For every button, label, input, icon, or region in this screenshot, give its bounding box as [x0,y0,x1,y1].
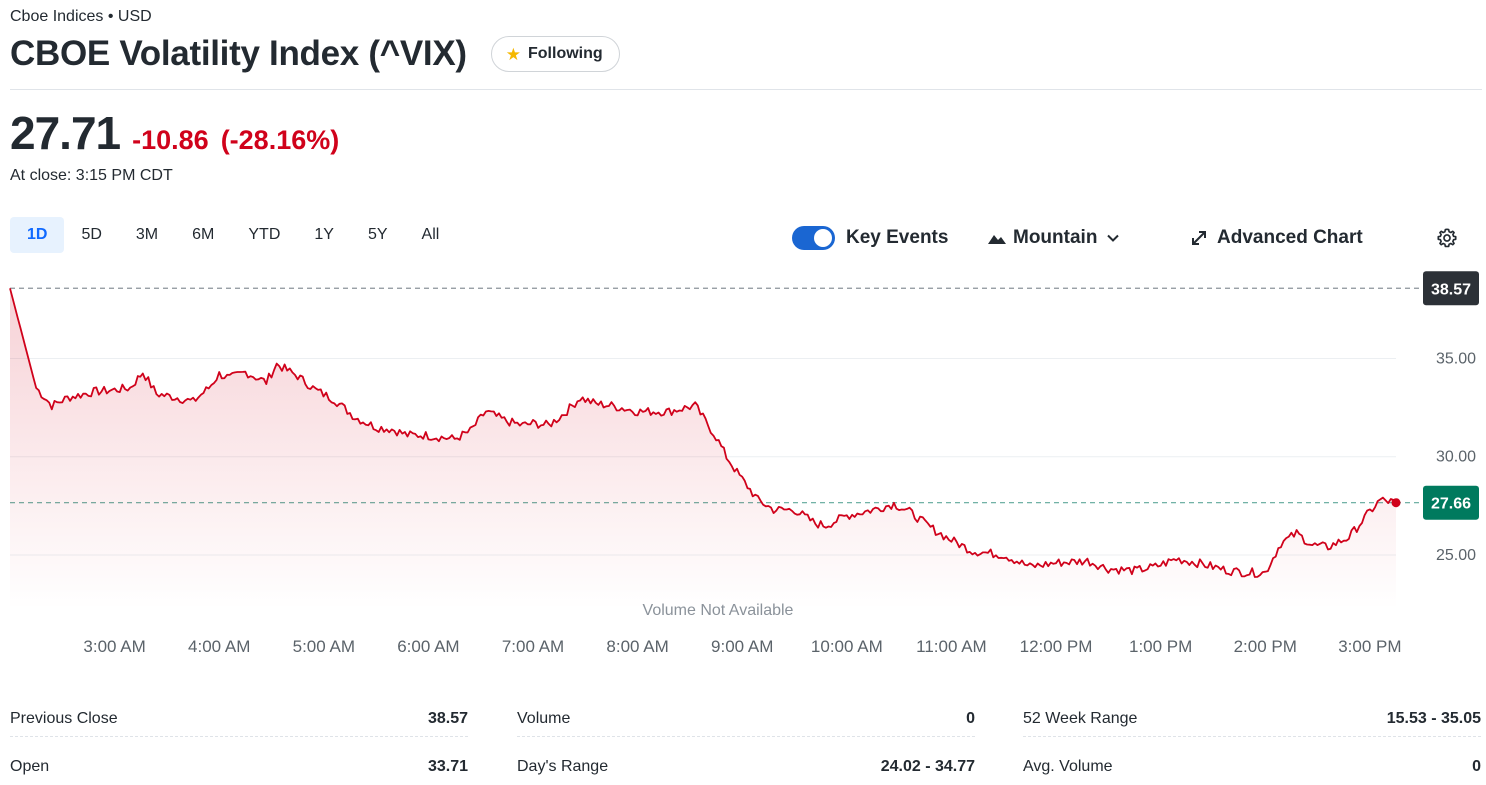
x-tick-label: 12:00 PM [1020,637,1093,656]
x-tick-label: 1:00 PM [1129,637,1192,656]
stat-avg-volume: Avg. Volume 0 [1023,758,1481,776]
stat-volume: Volume 0 [517,710,975,728]
chart-type-dropdown[interactable]: Mountain [988,222,1120,254]
stat-value: 15.53 - 35.05 [1386,710,1481,727]
price-change-percent: (-28.16%) [220,125,340,155]
x-axis-ticks: 3:00 AM 4:00 AM 5:00 AM 6:00 AM 7:00 AM 8:00 … [83,637,1401,656]
follow-button[interactable]: ★ Following [490,36,620,72]
x-tick-label: 5:00 AM [293,637,355,656]
volume-not-available-label: Volume Not Available [643,602,794,619]
title-row: CBOE Volatility Index (^VIX) ★ Following [10,34,620,74]
range-selector: 1D 5D 3M 6M YTD 1Y 5Y All [10,217,456,253]
range-tab-5d[interactable]: 5D [81,226,102,243]
x-tick-label: 7:00 AM [502,637,564,656]
star-icon: ★ [505,44,521,64]
x-tick-label: 6:00 AM [397,637,459,656]
key-events-toggle[interactable] [792,226,835,250]
stat-previous-close: Previous Close 38.57 [10,710,468,728]
stat-value: 38.57 [427,710,468,727]
follow-label: Following [528,45,603,62]
stat-divider [10,736,468,737]
current-price: 27.71 [10,107,121,159]
chart-settings-button[interactable] [1436,222,1458,254]
range-tab-6m[interactable]: 6M [192,226,215,243]
stat-label: Avg. Volume [1023,758,1113,775]
price-area-fill [10,288,1396,610]
range-tab-ytd[interactable]: YTD [248,226,281,243]
x-tick-label: 10:00 AM [811,637,883,656]
x-tick-label: 9:00 AM [711,637,773,656]
stat-value: 24.02 - 34.77 [880,758,975,775]
stat-days-range: Day's Range 24.02 - 34.77 [517,758,975,776]
x-tick-label: 3:00 PM [1338,637,1401,656]
gear-icon [1437,228,1457,248]
range-tab-3m[interactable]: 3M [135,226,159,243]
last-price-tag-bg [1423,485,1479,520]
toggle-knob [814,229,832,247]
stat-label: Volume [517,710,571,727]
x-tick-label: 8:00 AM [606,637,668,656]
range-tab-1d[interactable]: 1D [10,217,65,253]
y-axis-ticks: 35.00 30.00 25.00 [1436,350,1476,564]
range-tab-all[interactable]: All [421,226,440,243]
y-tick-label: 30.00 [1436,449,1476,466]
previous-close-tag-bg [1423,271,1479,306]
header-divider [10,89,1482,90]
stat-value: 0 [966,710,975,727]
stat-open: Open 33.71 [10,758,468,776]
advanced-chart-button[interactable]: Advanced Chart [1190,222,1363,254]
stat-label: Open [10,758,50,775]
x-tick-label: 11:00 AM [916,637,987,656]
x-tick-label: 2:00 PM [1234,637,1297,656]
chevron-down-icon [1107,234,1120,242]
range-tab-5y[interactable]: 5Y [367,226,388,243]
previous-close-tag-label: 38.57 [1431,281,1471,298]
stat-value: 0 [1472,758,1481,775]
stat-value: 33.71 [427,758,468,775]
stat-label: Day's Range [517,758,609,775]
breadcrumb: Cboe Indices • USD [10,8,152,25]
quote-price-row: 27.71 -10.86 (-28.16%) [10,106,339,160]
x-tick-label: 4:00 AM [188,637,250,656]
key-events-control[interactable]: Key Events [792,222,948,254]
expand-icon [1192,231,1206,245]
advanced-chart-label: Advanced Chart [1217,227,1363,248]
y-tick-label: 25.00 [1436,547,1476,564]
last-price-marker [1391,498,1401,508]
mountain-icon [988,235,1006,244]
range-tab-1y[interactable]: 1Y [314,226,334,243]
key-events-label: Key Events [846,227,949,248]
price-chart[interactable]: 35.00 30.00 25.00 38.57 27.66 Volume Not Av… [0,270,1486,670]
price-tags: 38.57 27.66 [1423,271,1479,520]
stat-divider [517,736,975,737]
chart-type-label: Mountain [1013,227,1098,248]
x-tick-label: 3:00 AM [83,637,145,656]
y-tick-label: 35.00 [1436,350,1476,367]
stat-label: Previous Close [10,710,118,727]
last-price-tag-label: 27.66 [1431,496,1471,513]
page-title: CBOE Volatility Index (^VIX) [10,34,467,73]
stat-divider [1023,736,1481,737]
market-close-note: At close: 3:15 PM CDT [10,167,173,184]
price-change: -10.86 [132,125,209,155]
price-line [9,288,1397,578]
stat-label: 52 Week Range [1023,710,1138,727]
stat-52-week-range: 52 Week Range 15.53 - 35.05 [1023,710,1481,728]
